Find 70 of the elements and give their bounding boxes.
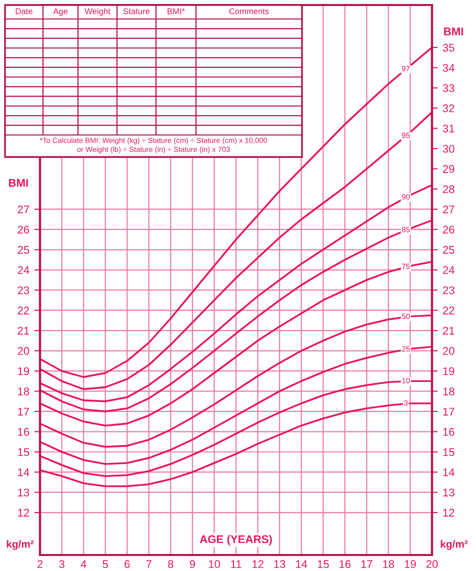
y2-tick-label: 35 (442, 44, 454, 52)
y2-tick-label: 31 (442, 124, 454, 132)
x-tick-label: 4 (80, 560, 86, 568)
x-tick-label: 15 (318, 560, 329, 568)
y2-tick-label: 18 (443, 387, 454, 396)
x-tick-label: 3 (59, 560, 64, 568)
x-tick-label: 7 (146, 560, 152, 568)
y2-tick-label: 27 (442, 205, 454, 214)
y-tick-label: 20 (18, 347, 30, 355)
y-axis-title: BMI (9, 179, 28, 187)
y2-tick-label: 25 (442, 246, 454, 254)
y-tick-label: 18 (18, 387, 30, 396)
y-tick-label: 27 (18, 205, 30, 214)
y2-tick-label: 22 (442, 306, 454, 314)
y-tick-label: 12 (18, 508, 30, 517)
x-tick-label: 9 (190, 560, 196, 568)
annotation: BMI* (168, 8, 185, 14)
y-tick-label: 21 (18, 326, 30, 335)
x-tick-label: 18 (383, 560, 394, 568)
y-tick-label: 23 (18, 286, 30, 294)
x-tick-label: 2 (37, 560, 43, 568)
y2-axis-title: BMI (444, 28, 463, 36)
y2-tick-label: 30 (442, 144, 454, 153)
y-tick-label: 14 (18, 468, 30, 476)
x-tick-label: 8 (168, 560, 174, 568)
y2-tick-label: 16 (443, 428, 454, 436)
annotation: Stature (123, 8, 150, 14)
annotation: Age (53, 8, 68, 16)
y2-tick-label: 21 (442, 326, 454, 335)
y-tick-label: 25 (18, 246, 30, 254)
y2-tick-label: 12 (443, 508, 454, 517)
x-tick-label: 16 (340, 560, 351, 568)
x-tick-label: 19 (404, 560, 416, 568)
y2-tick-label: 24 (442, 266, 454, 274)
y2-tick-label: 13 (443, 488, 454, 496)
x-axis-title: AGE (YEARS) (200, 535, 272, 546)
x-tick-label: 13 (274, 560, 286, 568)
y2-tick-label: 15 (443, 448, 454, 456)
y2-tick-label: 23 (442, 286, 454, 294)
x-tick-label: 17 (361, 560, 372, 568)
y-tick-label: 22 (18, 306, 30, 314)
annotation: Weight (84, 8, 110, 16)
y-tick-label: 15 (18, 448, 30, 456)
y2-tick-label: 26 (442, 226, 454, 234)
x-tick-label: 11 (231, 560, 242, 568)
y2-tick-label: 28 (442, 185, 454, 194)
y2-tick-label: 20 (442, 347, 454, 355)
x-tick-label: 20 (426, 560, 438, 568)
x-tick-label: 12 (252, 560, 264, 568)
x-tick-label: 10 (208, 560, 220, 568)
text: Date (16, 8, 32, 14)
text: kg/m² (6, 540, 34, 550)
annotation: Comments (229, 8, 269, 14)
x-tick-label: 14 (296, 560, 308, 568)
x-tick-label: 6 (124, 560, 130, 568)
y2-tick-label: 14 (443, 468, 454, 476)
y2-tick-label: 19 (443, 367, 454, 376)
y-tick-label: 13 (18, 488, 30, 496)
y-tick-label: 17 (18, 408, 30, 416)
y2-tick-label: 32 (442, 104, 454, 112)
y-tick-label: 19 (18, 367, 30, 376)
y2-tick-label: 33 (442, 84, 454, 92)
text: kg/m² (440, 540, 468, 550)
y-tick-label: 26 (18, 226, 30, 234)
y-tick-label: 16 (18, 428, 30, 436)
y2-tick-label: 34 (442, 64, 454, 72)
y2-tick-label: 17 (443, 408, 454, 416)
x-tick-label: 5 (102, 560, 108, 568)
y-tick-label: 24 (18, 266, 30, 274)
y2-tick-label: 29 (442, 165, 454, 173)
